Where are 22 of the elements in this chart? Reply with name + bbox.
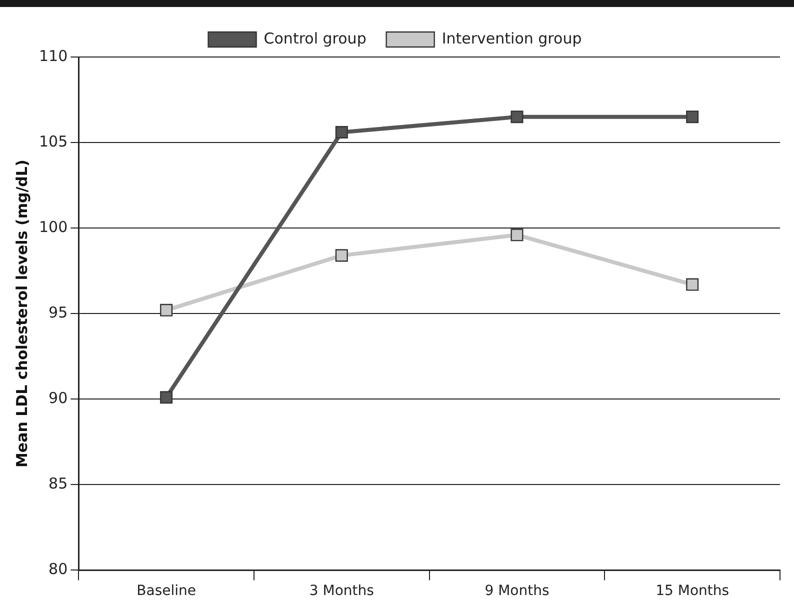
x-tick-label: 3 Months [309, 583, 374, 600]
point [160, 304, 173, 316]
point [335, 249, 348, 262]
y-tick-label: 80 [48, 560, 68, 578]
x-tick-label: 15 Months [656, 583, 730, 600]
point [686, 278, 699, 291]
y-tick-label: 110 [38, 46, 68, 65]
y-tick-label: 90 [48, 389, 68, 408]
x-tick-label: 9 Months [484, 583, 550, 600]
y-tick-label: 95 [48, 303, 68, 322]
point [510, 228, 524, 242]
point [510, 110, 524, 124]
point [335, 126, 348, 139]
x-tick-label: Baseline [136, 583, 196, 600]
y-axis-title: Mean LDL cholesterol levels (mg/dL) [12, 160, 31, 468]
legend-label: Intervention group [442, 29, 582, 48]
y-tick-label: 105 [38, 132, 68, 150]
y-tick-label: 85 [48, 474, 68, 493]
legend-label: Control group [264, 29, 366, 48]
point [686, 110, 699, 124]
y-tick-label: 100 [38, 218, 68, 236]
point [160, 391, 173, 404]
